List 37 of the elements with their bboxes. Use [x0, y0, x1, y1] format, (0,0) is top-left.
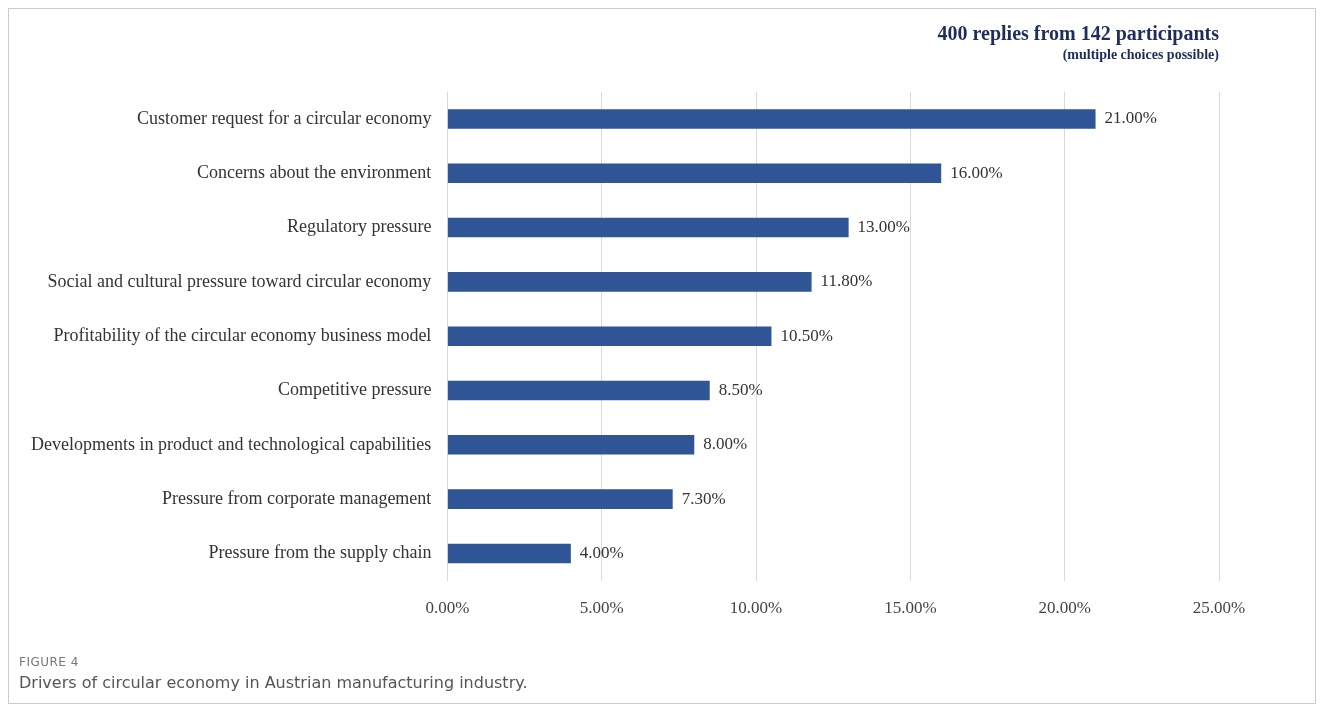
bar	[447, 543, 571, 564]
y-tick-label: Customer request for a circular economy	[136, 107, 432, 128]
x-tick-label: 15.00%	[884, 598, 937, 618]
chart-title: 400 replies from 142 participants	[937, 22, 1220, 46]
data-label: 21.00%	[1104, 108, 1157, 128]
x-tick-label: 20.00%	[1038, 598, 1091, 618]
y-tick-label: Pressure from the supply chain	[208, 542, 432, 563]
bar	[447, 272, 812, 292]
text: Drivers of circular economy in Austrian manufacturing industry.	[19, 673, 529, 692]
data-label: 13.00%	[857, 217, 911, 237]
bar	[447, 435, 695, 455]
data-label: 8.00%	[703, 434, 748, 454]
x-tick-label: 0.00%	[425, 598, 470, 618]
chart-subtitle: (multiple choices possible)	[1062, 47, 1220, 64]
y-tick-label: Developments in product and technological capabilities	[30, 433, 432, 454]
y-tick-label: Social and cultural pressure toward circular economy	[47, 270, 432, 291]
data-label: 10.50%	[780, 325, 833, 345]
data-label: 16.00%	[950, 162, 1003, 182]
bar	[447, 380, 710, 401]
y-tick-label: Pressure from corporate management	[161, 487, 432, 508]
y-tick-label: Regulatory pressure	[286, 216, 432, 237]
x-tick-label: 10.00%	[729, 598, 783, 618]
x-tick-label: 5.00%	[579, 598, 624, 618]
data-label: 4.00%	[579, 542, 624, 562]
data-label: 11.80%	[820, 271, 873, 291]
y-tick-label: Profitability of the circular economy business model	[53, 324, 432, 345]
bar	[447, 489, 673, 509]
data-label: 7.30%	[681, 488, 726, 508]
bar	[447, 163, 942, 184]
y-tick-label: Competitive pressure	[277, 379, 432, 400]
bar	[447, 109, 1096, 129]
y-tick-label: Concerns about the environment	[196, 162, 432, 182]
data-label: 8.50%	[718, 379, 763, 399]
bar	[447, 217, 849, 238]
bar	[447, 326, 772, 346]
caption: FIGURE 4	[19, 655, 80, 669]
x-tick-label: 25.00%	[1192, 598, 1246, 618]
